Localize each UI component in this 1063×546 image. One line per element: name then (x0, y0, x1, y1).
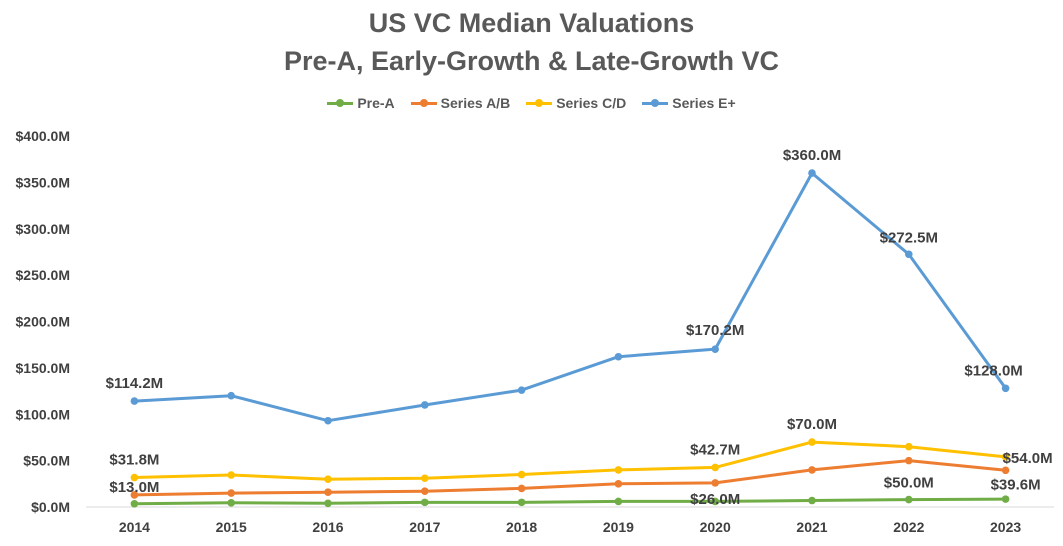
x-tick-label: 2014 (119, 519, 150, 535)
data-label-series-c-d: $54.0M (1003, 450, 1053, 467)
x-tick-label: 2020 (700, 519, 731, 535)
data-point-series-a-b (517, 484, 526, 493)
data-label-series-a-b: $26.0M (690, 491, 740, 508)
data-point-series-a-b (324, 488, 332, 496)
data-point-series-a-b (711, 479, 719, 487)
y-tick-label: $250.0M (16, 267, 70, 283)
x-tick-label: 2015 (216, 519, 247, 535)
data-point-pre-a (808, 496, 816, 505)
data-point-pre-a (905, 495, 913, 504)
data-point-series-c-d (421, 474, 429, 483)
series-line-series-a-b (134, 459, 1006, 497)
legend-label-series-cd: Series C/D (556, 95, 627, 111)
chart-subtitle: Pre-A, Early-Growth & Late-Growth VC (283, 46, 780, 76)
data-point-series-a-b (1001, 466, 1010, 475)
legend-label-pre-a: Pre-A (357, 95, 395, 111)
y-tick-label: $0.0M (31, 499, 70, 515)
data-point-pre-a (614, 497, 623, 506)
data-label-series-a-b: $39.6M (991, 476, 1041, 493)
data-point-pre-a (421, 498, 429, 507)
data-label-series-c-d: $42.7M (690, 441, 740, 458)
data-point-series-a-b (905, 456, 913, 465)
data-point-series-c-d (614, 466, 623, 474)
data-label-series-c-d: $70.0M (787, 416, 837, 433)
x-tick-label: 2022 (893, 519, 924, 535)
y-tick-label: $150.0M (16, 360, 70, 376)
data-point-series-c-d (808, 438, 816, 446)
data-point-series-a-b (421, 487, 429, 496)
data-point-series-a-b (808, 466, 816, 474)
series-line-series-e (134, 171, 1007, 423)
legend-label-series-e: Series E+ (672, 95, 736, 111)
legend-swatch-series-e (642, 97, 669, 109)
data-point-series-c-d (1001, 453, 1010, 461)
x-tick-label: 2018 (506, 519, 537, 535)
x-tick-label: 2016 (312, 519, 343, 535)
data-point-pre-a (324, 499, 332, 508)
legend-item-series-cd: Series C/D (526, 95, 626, 111)
series-line-series-c-d (134, 440, 1006, 481)
data-point-series-e (227, 391, 235, 400)
data-point-series-e (711, 345, 719, 353)
x-tick-label: 2023 (990, 519, 1021, 535)
data-point-series-c-d (517, 470, 526, 479)
chart-legend: Pre-A Series A/B Series C/D Series E+ (0, 95, 1063, 111)
data-point-series-a-b (130, 491, 139, 499)
data-label-series-a-b: $13.0M (109, 479, 159, 496)
y-tick-label: $100.0M (16, 406, 70, 422)
x-tick-label: 2019 (603, 519, 634, 535)
data-point-series-c-d (130, 473, 139, 482)
data-label-series-e: $128.0M (964, 362, 1022, 379)
data-point-series-a-b (614, 480, 623, 488)
data-point-pre-a (130, 499, 139, 508)
y-tick-label: $300.0M (16, 221, 70, 237)
data-point-series-e (905, 250, 913, 259)
series-line-pre-a (134, 497, 1006, 506)
legend-swatch-series-ab (410, 97, 437, 109)
data-label-series-a-b: $50.0M (884, 475, 934, 492)
data-point-series-a-b (227, 489, 235, 497)
data-point-series-e (1001, 384, 1010, 393)
legend-item-series-ab: Series A/B (410, 95, 511, 111)
data-point-series-c-d (905, 442, 913, 451)
chart-title: US VC Median Valuations (368, 8, 695, 38)
data-point-pre-a (1001, 495, 1010, 503)
data-point-series-e (517, 386, 526, 394)
y-tick-label: $400.0M (16, 128, 70, 144)
data-point-pre-a (711, 497, 719, 506)
legend-item-pre-a: Pre-A (327, 95, 395, 111)
x-tick-label: 2017 (409, 519, 440, 535)
data-label-series-e: $114.2M (106, 375, 164, 392)
y-tick-label: $50.0M (23, 453, 70, 469)
legend-swatch-series-cd (526, 97, 553, 109)
data-point-series-e (808, 169, 816, 177)
data-point-pre-a (227, 499, 235, 507)
y-tick-label: $200.0M (16, 314, 70, 330)
data-point-series-e (614, 352, 623, 361)
legend-item-series-e: Series E+ (642, 95, 736, 111)
data-point-series-e (324, 416, 332, 425)
data-point-pre-a (517, 498, 526, 507)
data-label-series-e: $170.2M (686, 322, 744, 339)
data-label-series-c-d: $31.8M (109, 452, 159, 469)
y-tick-label: $350.0M (16, 174, 70, 190)
legend-label-series-ab: Series A/B (440, 95, 511, 111)
legend-swatch-pre-a (327, 97, 354, 109)
data-point-series-e (421, 401, 429, 409)
x-tick-label: 2021 (796, 519, 827, 535)
data-point-series-c-d (711, 463, 719, 472)
data-point-series-e (130, 397, 139, 405)
data-label-series-e: $360.0M (783, 147, 841, 164)
data-label-series-e: $272.5M (880, 229, 938, 246)
data-point-series-c-d (227, 471, 235, 479)
data-point-series-c-d (324, 475, 332, 483)
